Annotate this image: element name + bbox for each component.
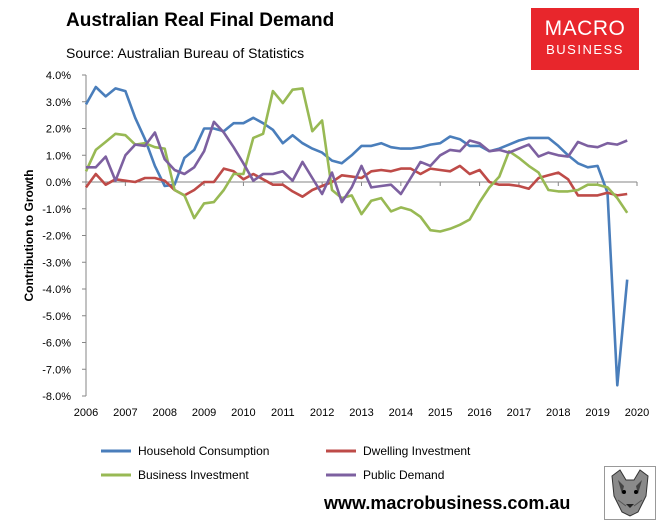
- logo-line-2: BUSINESS: [546, 42, 624, 57]
- website-url: www.macrobusiness.com.au: [324, 493, 571, 513]
- y-tick-label: -3.0%: [42, 257, 71, 269]
- x-tick-label: 2018: [546, 407, 570, 419]
- series-line-dwelling-investment: [84, 164, 628, 198]
- series-line-business-investment: [84, 87, 629, 233]
- y-tick-label: 1.0%: [46, 150, 71, 162]
- x-tick-label: 2012: [310, 407, 334, 419]
- y-axis-title: Contribution to Growth: [22, 170, 36, 302]
- legend-label: Dwelling Investment: [363, 444, 471, 458]
- chart-source: Source: Australian Bureau of Statistics: [66, 45, 305, 61]
- chart-title: Australian Real Final Demand: [66, 10, 335, 31]
- series-line-public-demand: [86, 120, 628, 204]
- series-line-household-consumption: [84, 85, 629, 387]
- y-tick-label: 4.0%: [46, 70, 71, 82]
- y-tick-label: 0.0%: [46, 177, 71, 189]
- y-tick-label: -2.0%: [42, 231, 71, 243]
- legend-label: Business Investment: [138, 468, 249, 482]
- legend-label: Public Demand: [363, 468, 444, 482]
- x-tick-label: 2020: [625, 407, 649, 419]
- x-tick-label: 2008: [152, 407, 176, 419]
- wolf-logo-icon: [604, 466, 656, 520]
- y-tick-label: -6.0%: [42, 338, 71, 350]
- y-tick-label: -5.0%: [42, 311, 71, 323]
- x-tick-label: 2010: [231, 407, 255, 419]
- macro-business-logo: MACRO BUSINESS: [531, 8, 639, 70]
- y-tick-label: -1.0%: [42, 204, 71, 216]
- legend-label: Household Consumption: [138, 444, 269, 458]
- x-tick-label: 2015: [428, 407, 452, 419]
- x-tick-label: 2014: [389, 407, 413, 419]
- y-tick-label: -8.0%: [42, 391, 71, 403]
- y-tick-label: -4.0%: [42, 284, 71, 296]
- y-tick-label: 2.0%: [46, 124, 71, 136]
- logo-line-1: MACRO: [544, 17, 626, 40]
- x-tick-label: 2009: [192, 407, 216, 419]
- y-tick-label: -7.0%: [42, 364, 71, 376]
- x-tick-label: 2011: [271, 407, 295, 419]
- x-tick-label: 2016: [467, 407, 491, 419]
- y-tick-label: 3.0%: [46, 97, 71, 109]
- x-tick-label: 2017: [507, 407, 531, 419]
- x-tick-label: 2006: [74, 407, 98, 419]
- x-tick-label: 2019: [585, 407, 609, 419]
- x-tick-label: 2007: [113, 407, 137, 419]
- x-tick-label: 2013: [349, 407, 373, 419]
